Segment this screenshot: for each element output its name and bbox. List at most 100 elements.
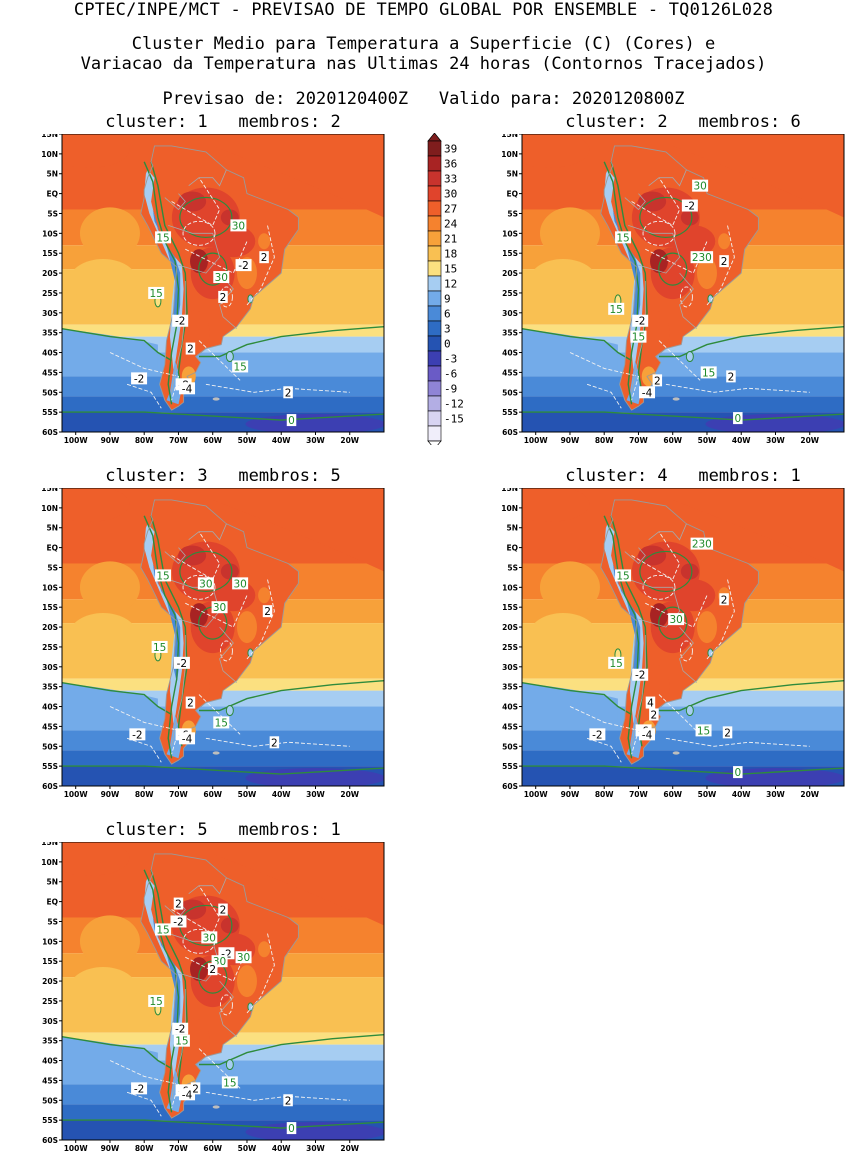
svg-text:15: 15 <box>632 332 645 344</box>
colorbar-swatch <box>427 230 442 247</box>
lon-tick-label: 80W <box>135 1144 154 1153</box>
svg-text:15: 15 <box>175 1036 188 1048</box>
lat-tick-label: EQ <box>47 898 59 907</box>
svg-text:-4: -4 <box>182 733 193 745</box>
contour-label: -2 <box>173 656 190 670</box>
svg-text:-2: -2 <box>175 316 185 328</box>
lon-tick-label: 50W <box>698 790 717 799</box>
lat-tick-label: 60S <box>502 782 518 791</box>
svg-text:15: 15 <box>156 570 169 582</box>
lat-tick-label: 10S <box>502 229 518 238</box>
colorbar-swatch <box>427 350 442 367</box>
contour-label: 30 <box>232 577 249 590</box>
lat-tick-label: 15S <box>502 249 518 258</box>
svg-text:0: 0 <box>734 413 741 425</box>
colorbar-swatch <box>427 335 442 352</box>
lat-tick-label: 10S <box>42 583 58 592</box>
colorbar-swatch <box>427 365 442 382</box>
cluster-3-map: 15N 10N 5N EQ 5S 10S 15S 20S 25S 30S 35S 40S 45S 50S 5… <box>35 488 395 804</box>
lat-tick-label: 60S <box>502 428 518 437</box>
cluster-5-title: cluster: 5 membros: 1 <box>105 820 341 840</box>
contour-label: 2 <box>185 696 196 710</box>
lat-tick-label: 15N <box>41 842 58 847</box>
contour-label: 2 <box>218 290 228 304</box>
svg-text:30: 30 <box>215 272 228 284</box>
contour-label: -4 <box>179 382 196 395</box>
svg-text:2: 2 <box>264 606 271 618</box>
svg-text:15: 15 <box>697 725 710 737</box>
contour-label: 15 <box>615 569 632 582</box>
svg-text:15: 15 <box>233 361 246 373</box>
colorbar-swatch <box>427 260 442 277</box>
lon-tick-label: 90W <box>101 436 120 445</box>
colorbar-level-label: 39 <box>444 143 457 156</box>
contour-label: 2 <box>283 1094 293 1107</box>
cluster-5-map: 15N 10N 5N EQ 5S 10S 15S 20S 25S 30S 35S 40S 45S 50S 5… <box>35 842 395 1158</box>
contour-label: -2 <box>235 259 252 272</box>
svg-text:15: 15 <box>215 717 228 729</box>
lat-tick-label: 5N <box>507 524 519 533</box>
cluster-3-title: cluster: 3 membros: 5 <box>105 466 341 486</box>
contour-label: 30 <box>692 179 709 193</box>
lon-tick-label: 60W <box>203 436 222 445</box>
lon-tick-label: 80W <box>135 436 154 445</box>
lat-tick-label: 5N <box>47 524 59 533</box>
contour-label: 2 <box>218 903 228 917</box>
lat-tick-label: 15N <box>501 488 518 493</box>
lat-tick-label: 25S <box>42 289 58 298</box>
contour-label: 0 <box>286 414 297 427</box>
lat-tick-label: 40S <box>42 703 58 712</box>
contour-label: -2 <box>172 1022 189 1036</box>
contour-label: -2 <box>129 728 146 741</box>
svg-text:230: 230 <box>692 539 712 551</box>
svg-text:30: 30 <box>693 181 706 193</box>
contour-label: 15 <box>608 302 625 316</box>
svg-text:15: 15 <box>156 924 169 936</box>
lon-tick-label: 70W <box>169 790 188 799</box>
svg-text:230: 230 <box>692 252 712 264</box>
contour-label: 2 <box>722 726 733 739</box>
contour-label: 15 <box>148 286 165 300</box>
lat-tick-label: 25S <box>502 289 518 298</box>
contour-label: 30 <box>201 931 218 944</box>
contour-label: -2 <box>632 668 649 682</box>
lat-tick-label: 45S <box>502 722 518 731</box>
colorbar-min-arrow <box>427 440 442 450</box>
lon-tick-label: 90W <box>101 790 120 799</box>
svg-text:-2: -2 <box>175 1024 185 1036</box>
svg-text:0: 0 <box>288 1123 295 1135</box>
contour-label: 15 <box>155 569 172 582</box>
lon-tick-label: 30W <box>766 790 785 799</box>
lat-tick-label: 5S <box>47 563 58 572</box>
lat-tick-label: 5S <box>507 563 518 572</box>
lat-tick-label: 15S <box>42 249 58 258</box>
svg-text:2: 2 <box>220 905 227 917</box>
lon-tick-label: 20W <box>340 790 359 799</box>
svg-text:-2: -2 <box>635 316 645 328</box>
lon-tick-label: 60W <box>203 1144 222 1153</box>
lat-tick-label: 50S <box>502 388 518 397</box>
svg-text:-2: -2 <box>221 948 231 960</box>
colorbar-swatch <box>427 425 442 442</box>
contour-label: 2 <box>652 374 663 387</box>
svg-text:-2: -2 <box>685 201 695 213</box>
contour-label: 15 <box>232 360 249 373</box>
colorbar-swatch <box>427 140 442 157</box>
header-forecast-times: Previsao de: 2020120400Z Valido para: 20… <box>162 89 685 109</box>
lon-tick-label: 20W <box>800 436 819 445</box>
colorbar-swatch <box>427 170 442 187</box>
lat-tick-label: 15S <box>502 603 518 612</box>
svg-text:2: 2 <box>220 292 227 304</box>
svg-text:15: 15 <box>616 232 629 244</box>
contour-label: 15 <box>148 994 165 1008</box>
contour-label: -2 <box>172 314 189 328</box>
contour-label: -2 <box>632 314 649 328</box>
svg-text:15: 15 <box>702 367 715 379</box>
lon-tick-label: 70W <box>169 436 188 445</box>
header-subtitle-2: Variacao da Temperatura nas Ultimas 24 h… <box>80 54 767 74</box>
contour-label: 0 <box>733 766 743 779</box>
lon-tick-label: 100W <box>524 436 549 445</box>
contour-label: 30 <box>235 951 252 964</box>
lon-tick-label: 40W <box>732 790 751 799</box>
svg-text:2: 2 <box>209 964 216 976</box>
